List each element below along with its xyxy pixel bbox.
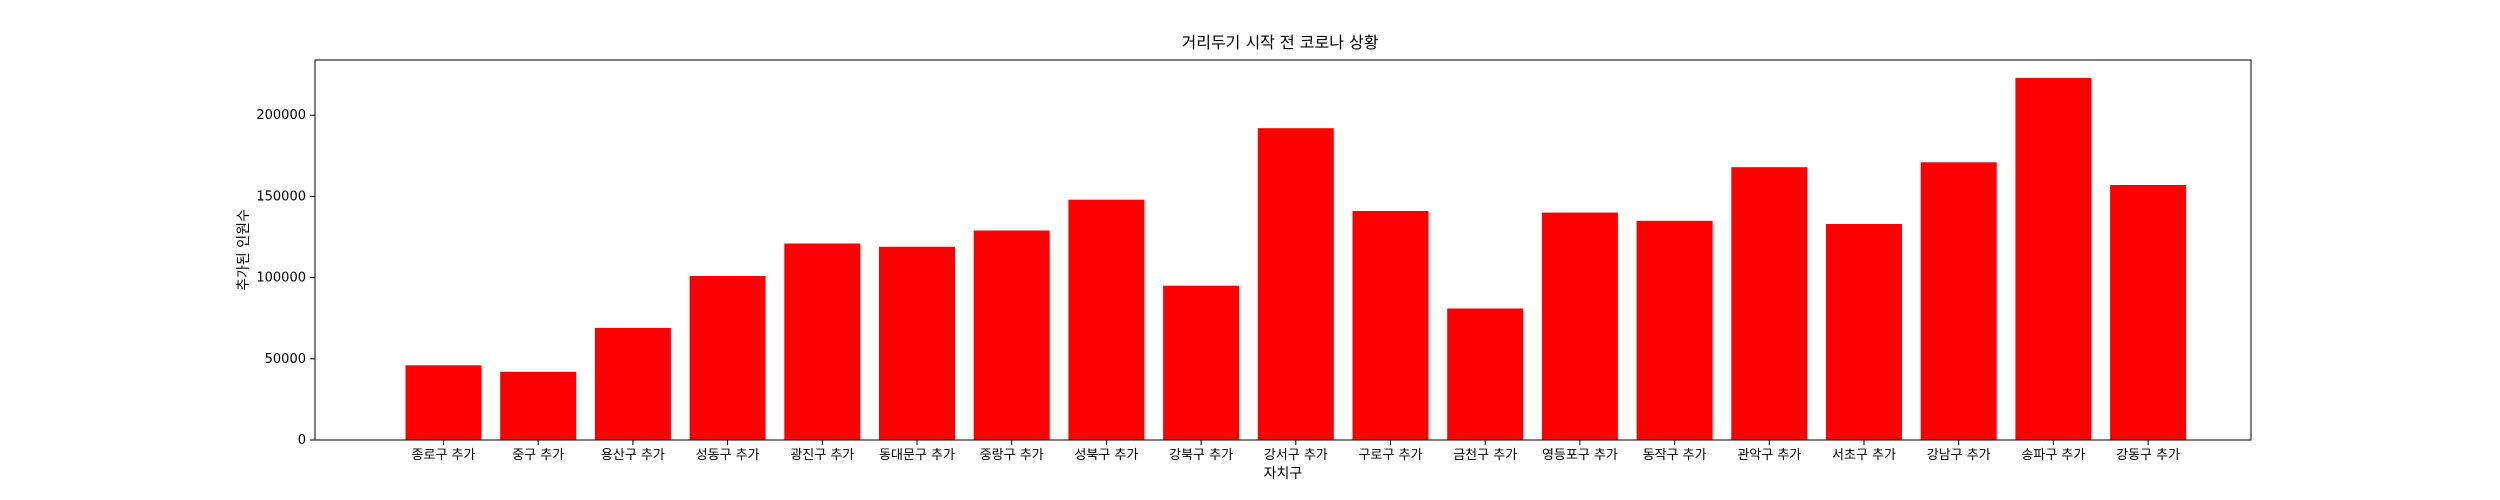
bar bbox=[1826, 224, 1902, 440]
bar bbox=[1636, 220, 1713, 440]
x-tick-label: 강남구 추가 bbox=[1927, 448, 1991, 463]
bar bbox=[1541, 212, 1618, 440]
bar bbox=[500, 371, 577, 440]
x-tick-label: 관악구 추가 bbox=[1737, 448, 1801, 463]
bar bbox=[1163, 285, 1240, 440]
chart-title: 거리두기 시작 전 코로나 상황 bbox=[1182, 33, 1379, 52]
bar bbox=[689, 276, 766, 440]
x-tick-label: 성동구 추가 bbox=[696, 448, 760, 463]
x-tick-label: 광진구 추가 bbox=[790, 448, 854, 463]
bar bbox=[2015, 77, 2092, 441]
y-tick-label: 0 bbox=[298, 433, 306, 448]
bar bbox=[1447, 308, 1524, 440]
x-tick-label: 금천구 추가 bbox=[1453, 448, 1517, 463]
bar bbox=[879, 246, 955, 440]
x-tick-label: 용산구 추가 bbox=[601, 448, 665, 463]
x-tick-label: 중랑구 추가 bbox=[980, 448, 1044, 463]
x-tick-label: 중구 추가 bbox=[512, 448, 564, 463]
bar bbox=[1920, 162, 1997, 441]
y-tick-label: 100000 bbox=[256, 271, 306, 286]
x-tick-label: 송파구 추가 bbox=[2021, 448, 2085, 463]
bars-group bbox=[405, 77, 2187, 441]
bar bbox=[405, 365, 482, 440]
bar bbox=[1257, 128, 1334, 440]
bar bbox=[1352, 211, 1429, 440]
y-axis: 0 50000 100000 150000 200000 bbox=[256, 108, 315, 448]
x-tick-label: 강동구 추가 bbox=[2116, 448, 2180, 463]
bar bbox=[784, 243, 861, 440]
bar bbox=[2110, 185, 2187, 440]
x-tick-label: 서초구 추가 bbox=[1832, 448, 1896, 463]
x-tick-label: 동대문구 추가 bbox=[879, 448, 955, 463]
plot-frame bbox=[314, 59, 2252, 441]
bar bbox=[1731, 167, 1808, 440]
y-tick-label: 150000 bbox=[256, 189, 306, 204]
x-tick-label: 영등포구 추가 bbox=[1542, 448, 1618, 463]
bar bbox=[1068, 199, 1145, 440]
x-tick-label: 강서구 추가 bbox=[1264, 448, 1328, 463]
y-axis-label: 추가된 인원수 bbox=[236, 209, 252, 291]
x-axis-label: 자치구 bbox=[1264, 466, 1303, 482]
y-tick-label: 200000 bbox=[256, 108, 306, 123]
y-tick-label: 50000 bbox=[265, 352, 306, 367]
bar bbox=[594, 327, 671, 440]
bar bbox=[973, 230, 1050, 440]
x-tick-label: 강북구 추가 bbox=[1169, 448, 1233, 463]
x-tick-label: 동작구 추가 bbox=[1643, 448, 1707, 463]
x-tick-label: 성북구 추가 bbox=[1074, 448, 1138, 463]
x-axis: 종로구 추가 중구 추가 용산구 추가 성동구 추가 광진구 추가 동대문구 추가 중랑구 … bbox=[412, 440, 2180, 463]
x-tick-label: 구로구 추가 bbox=[1359, 448, 1423, 463]
x-tick-label: 종로구 추가 bbox=[412, 448, 476, 463]
